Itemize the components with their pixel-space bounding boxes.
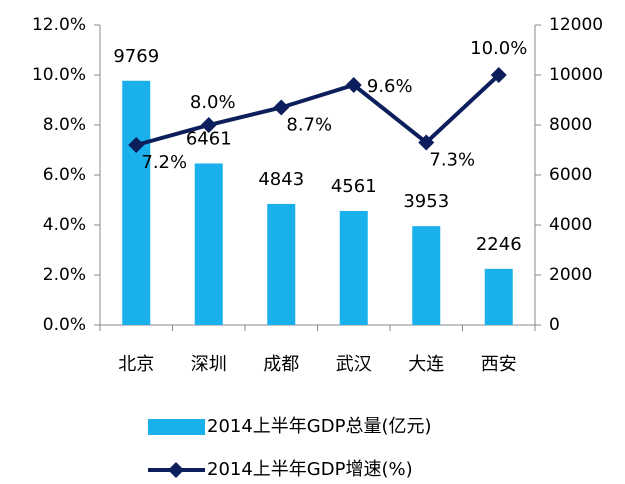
y-tick-label: 6.0% xyxy=(43,165,86,185)
line-value-label: 10.0% xyxy=(470,38,527,59)
bar xyxy=(484,268,513,325)
legend-swatch xyxy=(148,419,205,435)
bar-value-label: 9769 xyxy=(113,46,159,67)
y2-tick-label: 12000 xyxy=(549,15,603,35)
legend-marker xyxy=(168,462,184,478)
bar-value-label: 2246 xyxy=(476,234,522,255)
line-marker xyxy=(273,99,290,116)
bar xyxy=(194,163,223,325)
bar-value-label: 6461 xyxy=(186,128,232,149)
line-value-label: 9.6% xyxy=(367,76,413,97)
y2-tick-label: 10000 xyxy=(549,65,603,85)
line-value-label: 8.7% xyxy=(286,115,332,136)
bar xyxy=(267,203,296,325)
bar-value-label: 4843 xyxy=(258,169,304,190)
legend-label: 2014上半年GDP总量(亿元) xyxy=(207,416,432,437)
y-tick-label: 12.0% xyxy=(32,15,86,35)
y2-tick-label: 8000 xyxy=(549,115,592,135)
line-marker xyxy=(128,137,145,153)
bar-value-label: 3953 xyxy=(403,191,449,212)
y-tick-label: 10.0% xyxy=(32,65,86,85)
line-marker xyxy=(490,67,507,83)
x-tick-label: 北京 xyxy=(118,354,154,375)
line-value-label: 7.2% xyxy=(141,152,187,173)
line-value-label: 8.0% xyxy=(190,92,236,113)
bar xyxy=(412,226,441,325)
y-tick-label: 8.0% xyxy=(43,115,86,135)
y2-tick-label: 0 xyxy=(549,315,560,335)
line-marker xyxy=(345,77,362,93)
y-tick-label: 2.0% xyxy=(43,265,86,285)
x-tick-label: 武汉 xyxy=(336,354,372,375)
line xyxy=(135,73,501,147)
line-value-label: 7.3% xyxy=(429,150,475,171)
bar xyxy=(339,210,368,325)
line-marker xyxy=(200,117,217,133)
y-tick-label: 4.0% xyxy=(43,215,86,235)
x-tick-label: 西安 xyxy=(481,354,517,375)
legend-label: 2014上半年GDP增速(%) xyxy=(207,459,413,480)
y2-tick-label: 4000 xyxy=(549,215,592,235)
x-tick-label: 成都 xyxy=(263,354,299,375)
y-tick-label: 0.0% xyxy=(43,315,86,335)
line-marker xyxy=(418,134,435,151)
x-tick-label: 大连 xyxy=(408,354,444,375)
bar xyxy=(122,80,151,326)
x-tick-label: 深圳 xyxy=(191,354,227,375)
y2-tick-label: 6000 xyxy=(549,165,592,185)
y2-tick-label: 2000 xyxy=(549,265,592,285)
bar-value-label: 4561 xyxy=(331,176,377,197)
